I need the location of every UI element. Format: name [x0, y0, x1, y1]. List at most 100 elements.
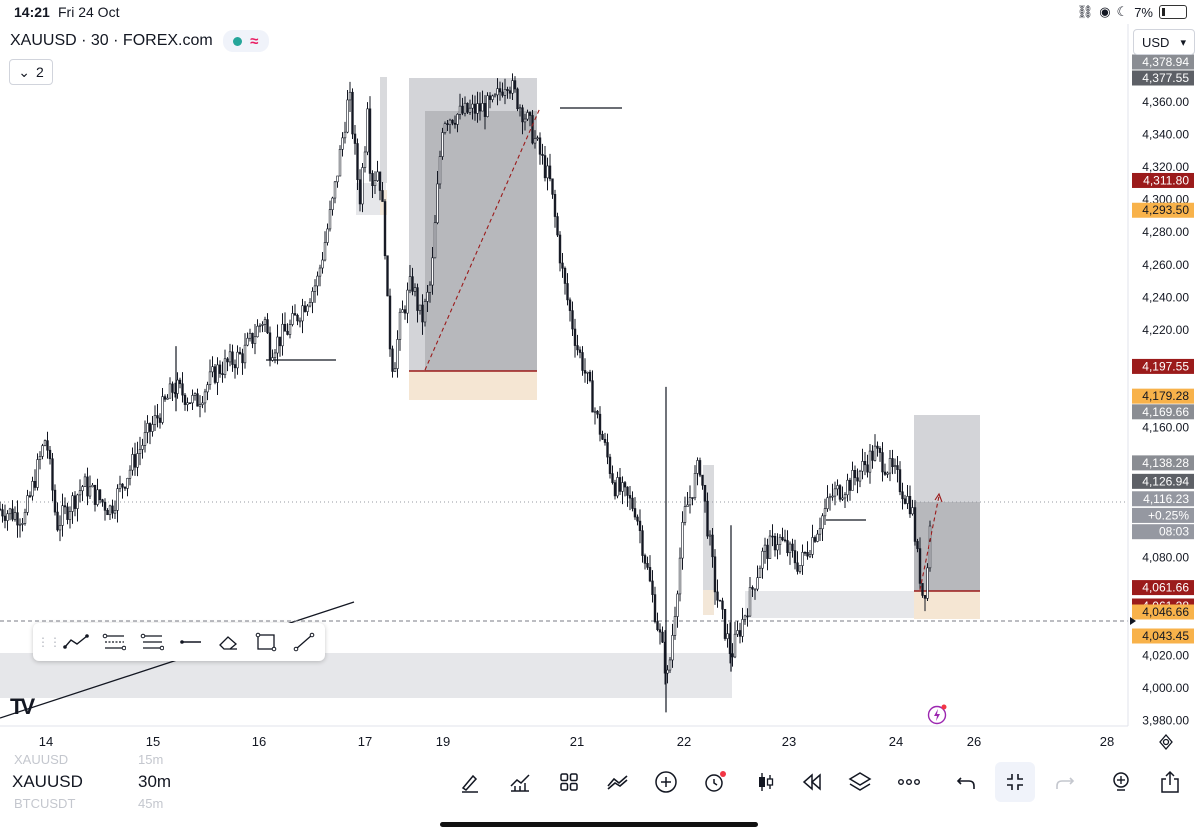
price-label-bg: [1132, 491, 1194, 507]
candle-body: [68, 511, 72, 520]
watchlist-symbol-faded[interactable]: BTCUSDT: [14, 796, 76, 811]
candle-body: [143, 432, 147, 446]
candle-body: [413, 287, 417, 292]
candle-body: [416, 287, 419, 311]
candle-body: [183, 394, 187, 405]
support-zone-right: [745, 591, 915, 618]
projection-arrow-icon: [934, 492, 943, 503]
indicator-collapse-button[interactable]: ⌄ 2: [9, 59, 53, 85]
ideas-lightbulb-icon[interactable]: [1107, 768, 1135, 796]
candle-body: [58, 525, 62, 531]
market-status-pill[interactable]: ≈: [222, 30, 269, 52]
candle-body: [316, 275, 319, 287]
candle-body: [631, 497, 634, 509]
candle-body: [141, 445, 144, 450]
candle-body: [756, 577, 759, 590]
candle-body: [423, 301, 427, 323]
candle-body: [491, 95, 494, 100]
layers-icon[interactable]: [846, 768, 874, 796]
candle-body: [381, 190, 384, 202]
candle-body: [81, 486, 84, 492]
fib-retracement-icon[interactable]: [95, 623, 133, 661]
candle-body: [626, 486, 629, 496]
candle-body: [231, 351, 234, 365]
candle-body: [246, 337, 249, 346]
candle-body: [591, 380, 594, 413]
candle-body: [683, 506, 687, 523]
candle-body: [781, 536, 784, 541]
exit-fullscreen-icon[interactable]: [995, 762, 1035, 802]
candle-body: [536, 137, 539, 140]
more-icon[interactable]: [895, 768, 923, 796]
candle-body: [201, 402, 204, 405]
price-axis-label: 4,280.00: [1142, 225, 1189, 239]
candle-body: [46, 440, 49, 451]
lightning-alert-icon[interactable]: [927, 703, 947, 725]
candle-body: [621, 482, 624, 492]
layout-grid-icon[interactable]: [555, 768, 583, 796]
price-axis-label: 4,061.66: [1142, 581, 1189, 595]
indicators-icon[interactable]: [506, 768, 534, 796]
drag-handle-icon[interactable]: ⋮⋮: [37, 635, 61, 649]
candle-style-icon[interactable]: [752, 768, 780, 796]
candle-body: [806, 551, 809, 557]
candle-body: [403, 309, 407, 314]
candle-body: [83, 476, 87, 487]
candle-body: [308, 302, 312, 307]
eraser-icon[interactable]: [209, 623, 247, 661]
line-icon[interactable]: [285, 623, 323, 661]
candle-body: [408, 276, 412, 291]
watchlist-interval-faded[interactable]: 45m: [138, 796, 164, 811]
candle-body: [706, 500, 709, 537]
add-icon[interactable]: [652, 768, 680, 796]
watchlist-interval-faded[interactable]: 15m: [138, 752, 164, 767]
candle-body: [481, 103, 484, 112]
horizontal-ray-icon[interactable]: [171, 623, 209, 661]
candle-body: [668, 659, 672, 671]
trend-line-icon[interactable]: [57, 623, 95, 661]
candle-body: [236, 351, 239, 369]
share-icon[interactable]: [1156, 768, 1184, 796]
candle-body: [588, 371, 592, 382]
alarm-icon[interactable]: [701, 768, 729, 796]
watchlist-symbol-active[interactable]: XAUUSD: [12, 772, 83, 791]
candle-body: [503, 89, 507, 96]
candle-body: [618, 477, 622, 492]
candle-body: [786, 540, 789, 554]
rectangle-icon[interactable]: [247, 623, 285, 661]
candle-body: [93, 484, 97, 505]
chart-settings-icon[interactable]: [1156, 732, 1176, 757]
symbol-header[interactable]: XAUUSD · 30 · FOREX.com ≈: [10, 30, 269, 52]
candle-body: [498, 88, 502, 93]
pen-tool-icon[interactable]: [456, 768, 484, 796]
compare-symbols-icon[interactable]: [604, 768, 632, 796]
price-label-bg: [1132, 54, 1194, 70]
undo-icon[interactable]: [952, 768, 980, 796]
candle-body: [551, 178, 554, 195]
time-axis-label: 17: [358, 734, 372, 749]
replay-icon[interactable]: [798, 768, 826, 796]
time-axis-label: 14: [39, 734, 53, 749]
projection-path: [424, 107, 541, 371]
candle-body: [838, 485, 842, 500]
candle-body: [473, 103, 477, 114]
candle-body: [451, 119, 454, 124]
candle-body: [808, 554, 812, 557]
candle-body: [73, 495, 77, 509]
watchlist-interval-active[interactable]: 30m: [138, 772, 172, 791]
candle-body: [218, 364, 222, 374]
candle-body: [873, 445, 877, 461]
candle-body: [496, 88, 499, 96]
candle-body: [193, 393, 197, 396]
parallel-channel-icon[interactable]: [133, 623, 171, 661]
battery-percent: 7%: [1134, 4, 1153, 20]
currency-select[interactable]: USD ▾: [1133, 29, 1195, 55]
candle-body: [738, 630, 742, 637]
candle-body: [398, 311, 402, 340]
watchlist-symbol-faded[interactable]: XAUUSD: [14, 752, 69, 767]
symbol-title[interactable]: XAUUSD · 30 · FOREX.com: [10, 32, 213, 49]
candle-body: [366, 108, 369, 153]
redo-icon[interactable]: [1051, 768, 1079, 796]
candle-body: [111, 505, 114, 514]
candle-body: [856, 477, 859, 482]
